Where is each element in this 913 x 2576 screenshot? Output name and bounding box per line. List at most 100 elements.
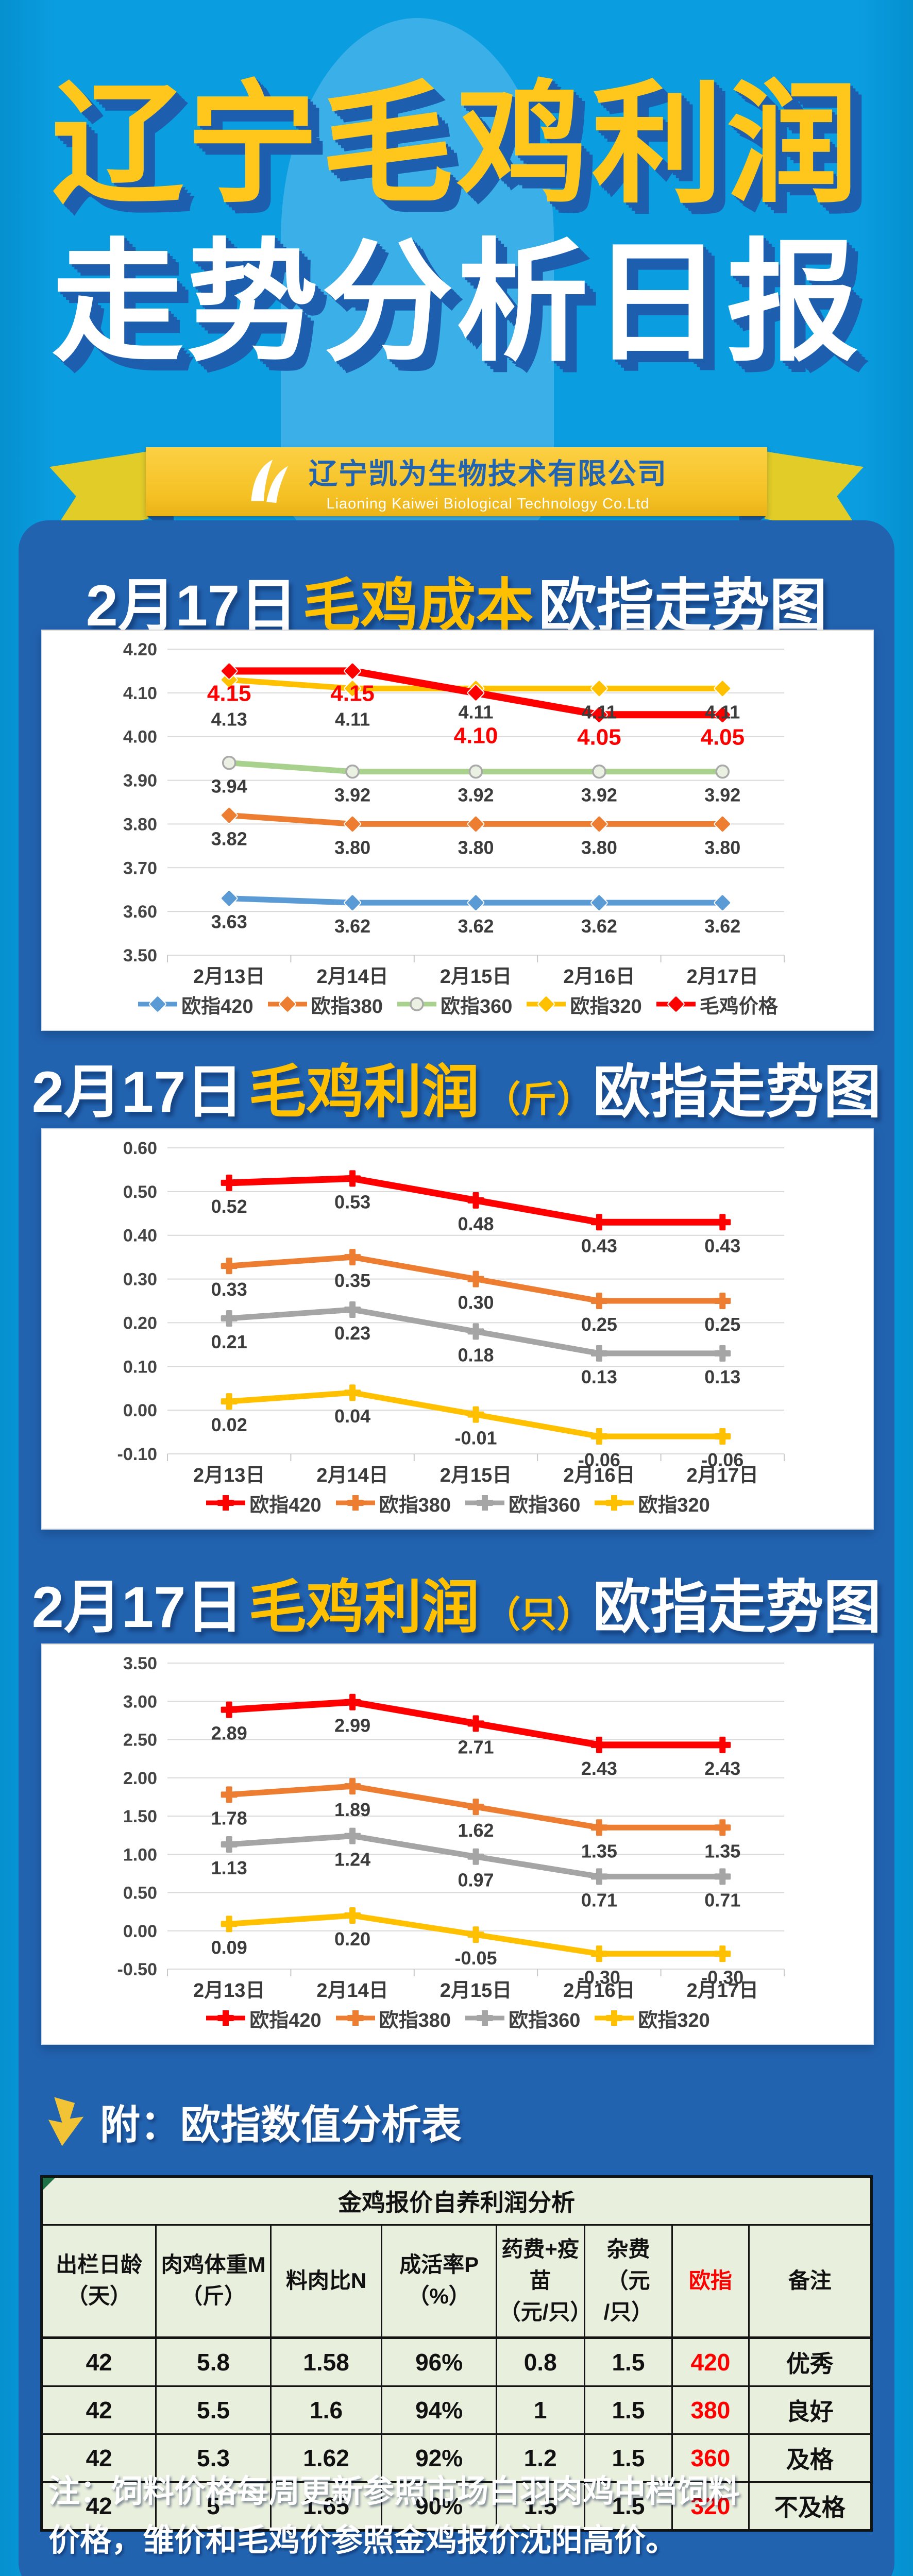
table-cell: 1.5 — [583, 2481, 673, 2531]
table-cell: 1.2 — [495, 2433, 585, 2483]
table-cell: 1.5 — [583, 2385, 673, 2435]
chart-title-cost: 2月17日毛鸡成本欧指走势图 — [19, 570, 894, 642]
svg-text:2月16日: 2月16日 — [563, 1465, 635, 1485]
svg-text:2月17日: 2月17日 — [687, 1465, 758, 1485]
svg-text:3.80: 3.80 — [458, 837, 494, 858]
table-row: 42 5.3 1.62 92% 1.2 1.5 360 及格 — [40, 2433, 873, 2483]
legend-marker-icon — [267, 996, 307, 1012]
svg-text:0.20: 0.20 — [334, 1928, 370, 1950]
svg-text:0.33: 0.33 — [211, 1279, 247, 1300]
chart-title-highlight: 毛鸡利润 — [248, 1575, 480, 1639]
svg-text:0.97: 0.97 — [458, 1870, 494, 1891]
legend-label: 欧指320 — [638, 2009, 710, 2031]
svg-text:2月14日: 2月14日 — [316, 1465, 388, 1485]
svg-text:-0.01: -0.01 — [454, 1428, 497, 1449]
chart-card-profit-jin: 0.60 0.50 0.40 0.30 0.20 0.10 0.00 -0.10 2月13日 2月… — [41, 1128, 874, 1530]
svg-text:3.80: 3.80 — [704, 837, 740, 858]
legend-label: 欧指380 — [379, 2009, 451, 2031]
svg-text:0.25: 0.25 — [581, 1314, 617, 1335]
svg-text:0.13: 0.13 — [581, 1366, 617, 1387]
footnote-line2: 价格，雏价和毛鸡价参照金鸡报价沈阳高价。 — [48, 2522, 678, 2557]
svg-text:-0.30: -0.30 — [578, 1967, 620, 1988]
legend-marker-icon — [335, 2010, 375, 2026]
legend-label: 欧指320 — [570, 995, 642, 1018]
legend-marker-icon — [206, 1495, 246, 1511]
table-cell: 1.5 — [583, 2336, 673, 2387]
chart-title-profit-jin: 2月17日毛鸡利润 （斤）欧指走势图 — [19, 1056, 894, 1128]
svg-text:0.43: 0.43 — [704, 1235, 740, 1256]
legend-label: 欧指420 — [181, 995, 253, 1018]
legend-item: 欧指420 — [205, 2004, 322, 2032]
svg-text:4.10: 4.10 — [454, 723, 498, 748]
cost-line-chart: 4.20 4.10 4.00 3.90 3.80 3.70 3.60 3.50 2月13日 2月1… — [123, 640, 785, 986]
svg-text:3.60: 3.60 — [123, 902, 157, 922]
legend-label: 欧指360 — [509, 1494, 581, 1516]
svg-text:3.80: 3.80 — [123, 815, 157, 834]
chart-title-unit: （斤） — [484, 1079, 593, 1120]
report-panel: 2月17日毛鸡成本欧指走势图 4.20 4.10 4.00 3.90 3.80 3.70 3… — [19, 520, 894, 2576]
svg-text:2月15日: 2月15日 — [440, 966, 512, 986]
svg-text:0.23: 0.23 — [334, 1323, 370, 1344]
svg-text:2月15日: 2月15日 — [440, 1980, 512, 2000]
profit-jin-line-chart: 0.60 0.50 0.40 0.30 0.20 0.10 0.00 -0.10 2月13日 2月… — [117, 1139, 785, 1485]
svg-text:4.11: 4.11 — [705, 701, 740, 722]
svg-text:0.02: 0.02 — [211, 1414, 247, 1435]
table-cell: 5.3 — [155, 2433, 272, 2483]
svg-text:2月14日: 2月14日 — [316, 966, 388, 986]
company-name-block: 辽宁凯为生物技术有限公司 Liaoning Kaiwei Biological … — [309, 451, 667, 513]
svg-text:4.11: 4.11 — [458, 701, 493, 722]
svg-text:0.50: 0.50 — [123, 1884, 157, 1903]
svg-text:0.43: 0.43 — [581, 1235, 617, 1256]
svg-text:1.13: 1.13 — [211, 1857, 247, 1878]
table-header-cell: 欧指 — [671, 2224, 750, 2339]
table-header-cell: 备注 — [748, 2224, 873, 2339]
legend-marker-icon — [397, 997, 436, 1011]
table-cell: 0.8 — [495, 2336, 585, 2387]
svg-text:0.21: 0.21 — [211, 1331, 247, 1352]
chart-title-suffix: 欧指走势图 — [593, 1575, 882, 1639]
table-cell: 及格 — [748, 2433, 873, 2483]
legend-marker-icon — [595, 2010, 634, 2026]
svg-text:4.00: 4.00 — [123, 727, 157, 747]
chart-card-profit-zhi: 3.50 3.00 2.50 2.00 1.50 1.00 0.50 0.00 -0.50 2月1… — [41, 1643, 874, 2045]
svg-text:3.50: 3.50 — [123, 946, 157, 965]
svg-text:2.00: 2.00 — [123, 1769, 157, 1788]
table-header-cell: 药费+疫苗 （元/只） — [495, 2224, 591, 2339]
svg-text:2.71: 2.71 — [458, 1736, 494, 1757]
legend-item: 欧指320 — [526, 990, 642, 1019]
table-cell: 1.5 — [495, 2481, 585, 2531]
chart-title-prefix: 2月17日 — [86, 573, 298, 638]
table-cell: 1.58 — [269, 2336, 383, 2387]
svg-text:1.24: 1.24 — [334, 1849, 370, 1870]
table-cell: 1.5 — [583, 2433, 673, 2483]
svg-text:1.50: 1.50 — [123, 1807, 157, 1826]
svg-text:3.92: 3.92 — [334, 785, 370, 806]
table-header-cell: 成活率P （%） — [381, 2224, 497, 2339]
svg-text:3.80: 3.80 — [581, 837, 617, 858]
svg-text:4.15: 4.15 — [330, 681, 375, 706]
chart-title-prefix: 2月17日 — [31, 1575, 244, 1639]
svg-text:4.05: 4.05 — [700, 724, 745, 750]
table-cell: 90% — [381, 2481, 497, 2531]
analysis-section-title: 附：欧指数值分析表 — [100, 2102, 462, 2147]
table-row: 42 5 1.65 90% 1.5 1.5 320 不及格 — [40, 2481, 873, 2531]
legend-item: 毛鸡价格 — [655, 990, 778, 1019]
table-cell: 1.65 — [269, 2481, 383, 2531]
legend-marker-icon — [527, 996, 566, 1012]
legend-item: 欧指380 — [335, 2004, 451, 2032]
svg-text:0.30: 0.30 — [123, 1270, 157, 1290]
table-header-row: 出栏日龄 （天） 肉鸡体重M （斤） 料肉比N 成活率P （%） 药费+疫苗 （元/只） 杂费（元… — [40, 2224, 873, 2339]
table-cell: 380 — [671, 2385, 750, 2435]
svg-text:2月15日: 2月15日 — [440, 1465, 512, 1485]
svg-text:0.71: 0.71 — [704, 1889, 740, 1910]
svg-text:0.71: 0.71 — [581, 1889, 617, 1910]
svg-text:4.05: 4.05 — [577, 724, 621, 750]
svg-text:2月13日: 2月13日 — [193, 966, 265, 986]
company-banner: 辽宁凯为生物技术有限公司 Liaoning Kaiwei Biological … — [146, 447, 767, 516]
chart-title-suffix: 欧指走势图 — [593, 1060, 882, 1124]
svg-text:1.35: 1.35 — [704, 1840, 740, 1861]
chart-title-profit-zhi: 2月17日毛鸡利润 （只）欧指走势图 — [19, 1571, 894, 1643]
svg-text:1.89: 1.89 — [334, 1799, 370, 1820]
svg-text:3.94: 3.94 — [211, 776, 247, 797]
